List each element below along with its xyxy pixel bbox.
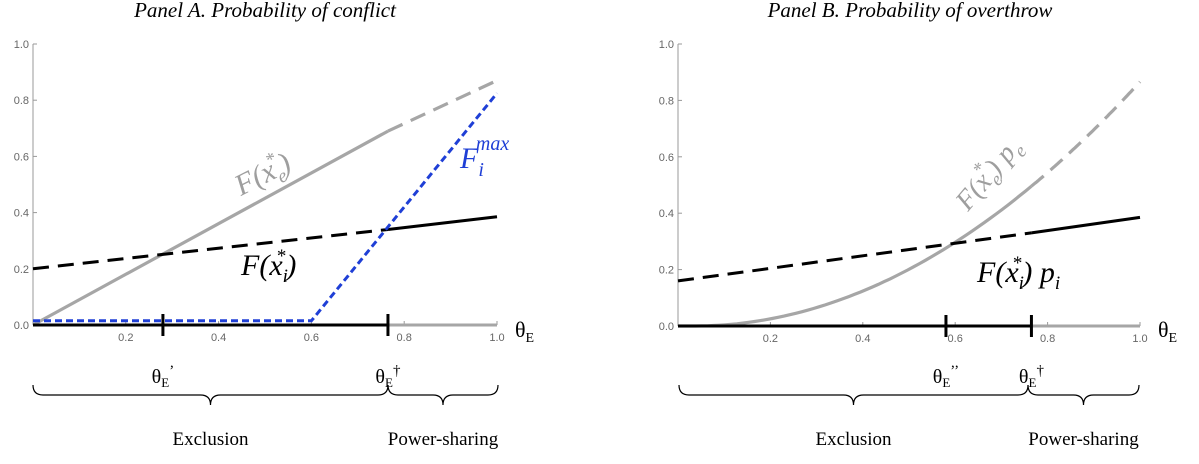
- x-axis-label: θE: [1158, 317, 1177, 346]
- brace-exclusion: [32, 384, 389, 406]
- curve-label-fi-main: F(x: [240, 249, 283, 282]
- y-tick-label: 0.4: [659, 208, 674, 220]
- y-tick-label: 0.2: [14, 264, 29, 276]
- theta-suffix: †: [1036, 363, 1044, 379]
- y-tick-label: 0.8: [14, 95, 29, 107]
- curve-label-fi-subscript: i: [283, 266, 288, 287]
- theta-suffix: ’: [169, 363, 174, 379]
- x-tick-label: 0.2: [763, 333, 778, 345]
- theta-suffix: ’’: [950, 363, 959, 379]
- series-f-xe--dashed: [387, 79, 498, 133]
- series-f-xi-pi-dashed: [677, 231, 1032, 283]
- theta-suffix: †: [393, 363, 401, 379]
- curve-label-fi-close: ): [284, 249, 296, 282]
- theta-subscript: E: [161, 375, 169, 390]
- curve-label-fi-max-main: F: [459, 142, 479, 175]
- y-tick-label: 0.8: [659, 95, 674, 107]
- theta-marker-label: θE’: [152, 363, 175, 390]
- curve-label-fi: F(xi*) pi: [976, 253, 1060, 294]
- x-tick-label: 0.2: [118, 332, 133, 344]
- x-tick-label: 0.6: [304, 332, 319, 344]
- brace-power-sharing: [387, 384, 499, 406]
- curve-label-fe: F(xe*) pe: [945, 129, 1031, 221]
- theta-marker-label: θE†: [1019, 363, 1045, 390]
- curve-label-fi-max: Fi max: [459, 133, 509, 181]
- x-tick-label: 0.6: [948, 333, 963, 345]
- label-exclusion: Exclusion: [173, 429, 249, 450]
- curve-label-fe: F(xe*): [227, 144, 299, 208]
- series-f-xi--dashed: [32, 228, 389, 271]
- curve-label-fi-max-superscript: max: [476, 133, 509, 155]
- y-tick-label: 0.6: [14, 151, 29, 163]
- theta-subscript: E: [1169, 331, 1178, 346]
- y-tick-label: 0.0: [14, 320, 29, 332]
- theta-symbol: θ: [375, 366, 385, 388]
- theta-marker-label: θE†: [375, 363, 401, 390]
- theta-symbol: θ: [1158, 317, 1169, 342]
- label-power-sharing: Power-sharing: [388, 429, 499, 450]
- theta-subscript: E: [385, 375, 393, 390]
- y-tick-label: 0.2: [659, 265, 674, 277]
- theta-subscript: E: [1029, 375, 1037, 390]
- y-tick-label: 1.0: [659, 39, 674, 51]
- brace-exclusion: [678, 384, 1029, 406]
- curve-label-fi-main: F(x: [976, 256, 1019, 289]
- panel-b-chart: Panel B. Probability of overthrow 0.0 0.2 0…: [659, 0, 1177, 450]
- curve-label-fi: F(xi*): [240, 246, 296, 287]
- curve-label-fi-max-subscript: i: [478, 159, 484, 181]
- theta-symbol: θ: [933, 366, 943, 388]
- series-f-xe-pe-dashed: [1030, 80, 1142, 188]
- x-tick-label: 0.8: [397, 332, 412, 344]
- series-f-xi--solid: [387, 215, 498, 231]
- y-tick-label: 1.0: [14, 39, 29, 51]
- curve-label-fi-close: ) p: [1020, 256, 1055, 289]
- theta-marker-label: θE’’: [933, 363, 959, 390]
- label-exclusion: Exclusion: [816, 429, 892, 450]
- curve-label-fi-subscript-2: i: [1055, 273, 1060, 294]
- curve-label-fi-subscript: i: [1019, 273, 1024, 294]
- y-tick-label: 0.6: [659, 152, 674, 164]
- theta-symbol: θ: [515, 317, 526, 342]
- x-axis-label: θE: [515, 317, 534, 346]
- theta-subscript: E: [526, 331, 535, 346]
- brace-power-sharing: [1027, 384, 1140, 406]
- series-f-xe--solid: [32, 129, 389, 327]
- y-tick-label: 0.0: [659, 321, 674, 333]
- series-f-xe-pe-solid: [678, 184, 1033, 328]
- label-power-sharing: Power-sharing: [1028, 429, 1139, 450]
- x-tick-label: 0.4: [855, 333, 870, 345]
- series-fi-max: [33, 92, 499, 323]
- theta-subscript: E: [942, 375, 950, 390]
- x-tick-label: 1.0: [489, 332, 504, 344]
- theta-symbol: θ: [1019, 366, 1029, 388]
- theta-symbol: θ: [152, 366, 162, 388]
- series-f-xi-pi-solid: [1031, 215, 1141, 235]
- x-tick-label: 1.0: [1132, 333, 1147, 345]
- curve-label-fi-superscript: *: [1013, 253, 1023, 274]
- x-tick-label: 0.8: [1040, 333, 1055, 345]
- y-tick-label: 0.4: [14, 208, 29, 220]
- curve-label-fi-superscript: *: [277, 246, 287, 267]
- panel-a-chart: Panel A. Probability of conflict 0.0 0.2 0.…: [14, 0, 534, 450]
- chart-title: Panel A. Probability of conflict: [133, 0, 397, 22]
- x-tick-label: 0.4: [211, 332, 226, 344]
- chart-title: Panel B. Probability of overthrow: [767, 0, 1053, 22]
